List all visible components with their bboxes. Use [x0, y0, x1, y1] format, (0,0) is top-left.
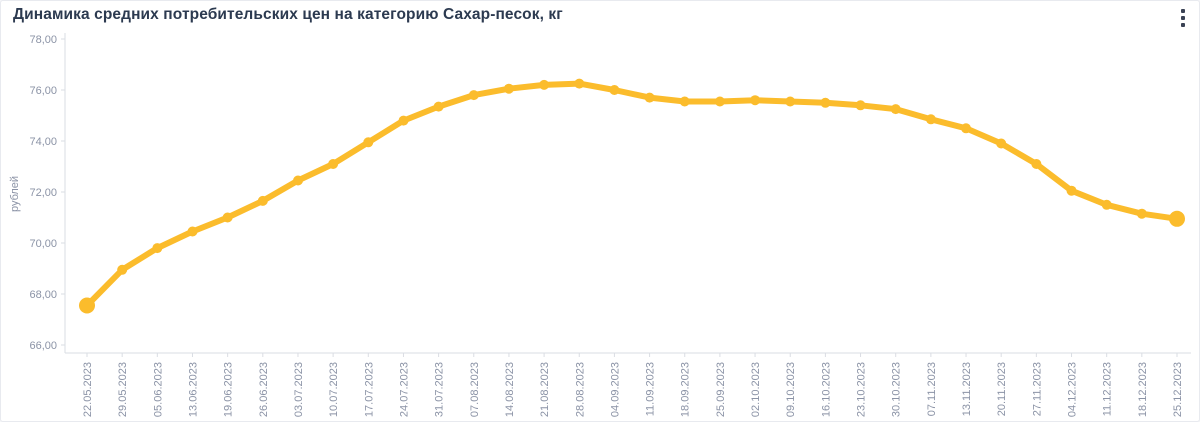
x-tick-label: 09.10.2023: [785, 362, 797, 417]
data-point[interactable]: [1136, 208, 1147, 219]
x-tick-label: 25.09.2023: [715, 362, 727, 417]
data-point[interactable]: [925, 114, 936, 125]
x-tick-label: 25.12.2023: [1172, 362, 1184, 417]
data-point[interactable]: [468, 90, 479, 101]
data-point[interactable]: [398, 115, 409, 126]
y-tick-label: 66,00: [29, 340, 57, 352]
data-point[interactable]: [328, 159, 339, 169]
data-point[interactable]: [679, 96, 690, 107]
x-tick-label: 07.11.2023: [926, 362, 938, 416]
data-point[interactable]: [1066, 185, 1077, 196]
data-point[interactable]: [257, 195, 268, 206]
kebab-dot: [1181, 9, 1185, 13]
x-tick-label: 31.07.2023: [434, 362, 446, 417]
x-tick-label: 18.09.2023: [680, 362, 692, 417]
data-point[interactable]: [855, 100, 866, 111]
x-tick-label: 14.08.2023: [504, 362, 516, 417]
data-point[interactable]: [1031, 159, 1042, 169]
x-tick-label: 23.10.2023: [856, 362, 868, 417]
y-axis-title: рублей: [9, 176, 21, 212]
y-axis-labels: 66,00 68,00 70,00 72,00 74,00 76,00 78,00: [29, 34, 65, 352]
data-point[interactable]: [152, 243, 163, 254]
y-tick-label: 72,00: [29, 187, 57, 199]
data-point[interactable]: [222, 212, 233, 223]
x-tick-label: 04.09.2023: [609, 362, 621, 417]
x-tick-label: 20.11.2023: [996, 362, 1008, 416]
y-tick-label: 68,00: [29, 289, 57, 301]
x-tick-label: 29.05.2023: [117, 362, 129, 417]
x-tick-label: 24.07.2023: [398, 362, 410, 417]
data-point[interactable]: [363, 137, 374, 148]
kebab-dot: [1181, 23, 1185, 27]
x-tick-label: 04.12.2023: [1067, 362, 1079, 417]
data-point[interactable]: [644, 92, 655, 103]
x-tick-label: 03.07.2023: [293, 362, 305, 417]
y-tick-label: 70,00: [29, 238, 57, 250]
x-tick-label: 13.11.2023: [961, 362, 973, 416]
data-point[interactable]: [890, 104, 901, 115]
x-tick-label: 22.05.2023: [82, 362, 94, 417]
data-point[interactable]: [433, 101, 444, 112]
x-tick-label: 11.12.2023: [1102, 362, 1114, 416]
x-tick-label: 30.10.2023: [891, 362, 903, 417]
data-point[interactable]: [1169, 210, 1185, 227]
data-point[interactable]: [961, 123, 971, 134]
kebab-menu-icon[interactable]: [1176, 6, 1190, 30]
data-point[interactable]: [79, 297, 95, 314]
x-tick-label: 11.09.2023: [645, 362, 657, 416]
data-point[interactable]: [714, 96, 725, 107]
x-tick-label: 16.10.2023: [820, 362, 832, 417]
x-tick-label: 05.06.2023: [152, 362, 164, 417]
x-axis-labels: 22.05.2023 29.05.2023 05.06.2023 13.06.2023…: [82, 353, 1184, 417]
x-tick-label: 28.08.2023: [574, 362, 586, 417]
x-tick-label: 26.06.2023: [258, 362, 270, 417]
kebab-dot: [1181, 16, 1185, 20]
x-tick-label: 02.10.2023: [750, 362, 762, 417]
y-tick-label: 78,00: [29, 34, 57, 46]
data-point[interactable]: [1101, 199, 1112, 210]
x-tick-label: 21.08.2023: [539, 362, 551, 417]
data-point[interactable]: [996, 138, 1007, 149]
data-point[interactable]: [187, 226, 198, 237]
price-line: [84, 80, 1180, 309]
series-sugar-price: [79, 78, 1185, 314]
x-tick-label: 07.08.2023: [469, 362, 481, 417]
y-tick-label: 76,00: [29, 85, 57, 97]
x-tick-label: 27.11.2023: [1031, 362, 1043, 416]
data-point[interactable]: [293, 175, 303, 186]
data-point[interactable]: [609, 85, 620, 95]
chart-title: Динамика средних потребительских цен на …: [13, 6, 563, 23]
y-tick-label: 74,00: [29, 136, 57, 148]
x-tick-label: 10.07.2023: [328, 362, 340, 417]
x-tick-label: 17.07.2023: [363, 362, 375, 417]
axes: [64, 33, 1191, 354]
data-point[interactable]: [539, 79, 550, 90]
x-tick-label: 18.12.2023: [1137, 362, 1149, 417]
data-point[interactable]: [574, 78, 585, 89]
data-point[interactable]: [820, 97, 831, 108]
data-point[interactable]: [750, 95, 761, 106]
data-point[interactable]: [503, 83, 514, 94]
x-tick-label: 19.06.2023: [223, 362, 235, 417]
data-point[interactable]: [785, 96, 796, 107]
x-tick-label: 13.06.2023: [187, 362, 199, 417]
data-point[interactable]: [117, 264, 128, 275]
